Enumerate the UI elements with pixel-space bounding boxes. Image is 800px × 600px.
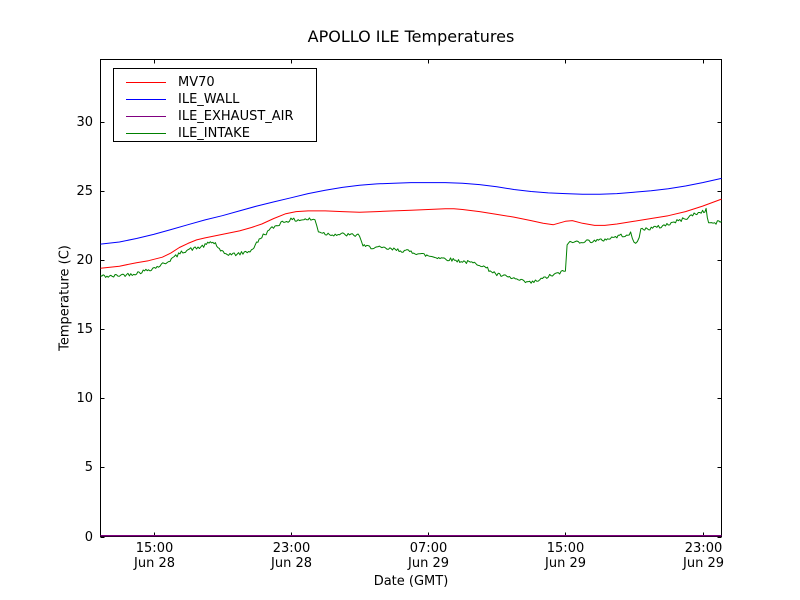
x-tick-date: Jun 28 <box>271 556 312 571</box>
y-tick-label: 30 <box>76 114 93 130</box>
legend-line-swatch-mv70 <box>126 82 166 83</box>
legend-item-mv70: MV70 <box>114 74 316 91</box>
legend-label: ILE_INTAKE <box>178 126 250 141</box>
y-tick-label: 15 <box>76 321 93 337</box>
legend-item-ile-wall: ILE_WALL <box>114 91 316 108</box>
legend-label: ILE_WALL <box>178 92 240 107</box>
legend-item-ile-exhaust-air: ILE_EXHAUST_AIR <box>114 108 316 125</box>
x-tick-date: Jun 28 <box>134 556 175 571</box>
y-tick-label: 20 <box>76 252 93 268</box>
series-line-ile-wall <box>100 177 722 245</box>
x-tick-time: 07:00 <box>409 541 448 556</box>
x-tick-date: Jun 29 <box>683 556 724 571</box>
plot-border <box>100 59 722 537</box>
legend-line-swatch-ile-exhaust-air <box>126 116 166 117</box>
y-tick-label: 10 <box>76 390 93 406</box>
chart-title: APOLLO ILE Temperatures <box>307 27 515 46</box>
legend-label: ILE_EXHAUST_AIR <box>178 109 294 124</box>
legend-line-swatch-ile-wall <box>126 99 166 100</box>
legend-line-swatch-ile-intake <box>126 133 166 134</box>
y-tick-label: 25 <box>76 183 93 199</box>
x-tick-time: 23:00 <box>684 541 723 556</box>
x-tick-label: 07:00 Jun 29 <box>384 541 474 571</box>
series-line-mv70 <box>100 198 722 269</box>
x-tick-date: Jun 29 <box>408 556 449 571</box>
x-tick-date: Jun 29 <box>545 556 586 571</box>
y-tick-label: 0 <box>84 529 93 545</box>
x-tick-label: 15:00 Jun 28 <box>110 541 200 571</box>
x-tick-time: 15:00 <box>135 541 174 556</box>
x-tick-time: 23:00 <box>272 541 311 556</box>
y-tick-label: 5 <box>84 459 93 475</box>
series-line-ile-intake <box>100 207 722 284</box>
y-axis-label-text: Temperature (C) <box>57 245 73 351</box>
x-tick-time: 15:00 <box>546 541 585 556</box>
legend-item-ile-intake: ILE_INTAKE <box>114 125 316 142</box>
legend-label: MV70 <box>178 75 215 90</box>
x-tick-label: 15:00 Jun 29 <box>521 541 611 571</box>
legend: MV70 ILE_WALL ILE_EXHAUST_AIR ILE_INTAKE <box>113 68 317 142</box>
x-axis-label: Date (GMT) <box>373 574 449 589</box>
x-tick-label: 23:00 Jun 29 <box>659 541 749 571</box>
x-tick-label: 23:00 Jun 28 <box>247 541 337 571</box>
